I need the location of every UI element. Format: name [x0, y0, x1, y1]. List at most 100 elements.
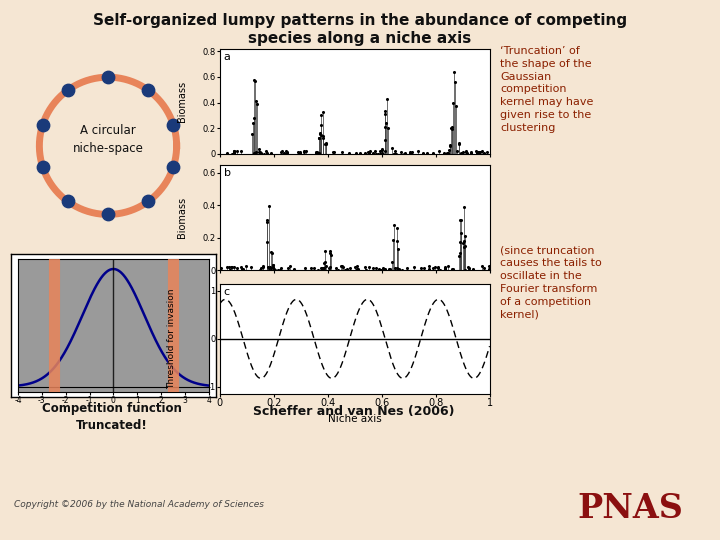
Point — [471, 149, 482, 158]
Text: A circular
niche-space: A circular niche-space — [73, 124, 143, 155]
Point — [438, 148, 450, 157]
Point — [457, 148, 469, 157]
Point — [359, 263, 371, 272]
Text: ‘Truncation’ of
the shape of the
Gaussian
competition
kernel may have
given rise: ‘Truncation’ of the shape of the Gaussia… — [500, 46, 594, 133]
Point — [421, 148, 433, 157]
Point — [317, 264, 328, 272]
Point — [315, 130, 326, 139]
Text: (since truncation
causes the tails to
oscillate in the
Fourier transform
of a co: (since truncation causes the tails to os… — [500, 246, 602, 320]
Point — [382, 124, 394, 133]
Point — [236, 264, 248, 273]
Point — [256, 149, 267, 158]
Point — [364, 148, 375, 157]
Point — [447, 265, 459, 274]
Point — [424, 262, 436, 271]
Point — [261, 148, 273, 157]
Point — [231, 264, 243, 273]
Point — [374, 147, 386, 156]
Point — [262, 263, 274, 272]
Point — [389, 149, 400, 158]
Point — [336, 262, 347, 271]
Point — [274, 265, 286, 274]
Point — [320, 139, 331, 148]
Point — [266, 248, 277, 257]
Point — [294, 148, 306, 157]
Point — [453, 252, 464, 260]
Point — [386, 144, 397, 152]
Point — [254, 265, 266, 274]
Text: c: c — [224, 287, 230, 297]
Point — [102, 210, 114, 219]
Point — [440, 264, 451, 272]
Point — [379, 265, 391, 273]
Point — [466, 148, 477, 157]
Point — [466, 148, 477, 157]
Point — [367, 149, 379, 158]
Point — [257, 262, 269, 271]
Point — [292, 147, 304, 156]
Point — [418, 264, 430, 273]
Point — [37, 120, 48, 129]
Point — [260, 147, 271, 156]
Point — [405, 148, 416, 157]
Point — [323, 264, 335, 273]
Point — [378, 265, 390, 274]
Point — [446, 265, 457, 274]
Point — [432, 263, 444, 272]
Point — [455, 229, 467, 238]
Point — [312, 265, 324, 274]
Point — [330, 264, 342, 273]
Point — [267, 260, 279, 269]
Point — [352, 265, 364, 273]
Point — [266, 149, 277, 158]
Text: Copyright ©2006 by the National Academy of Sciences: Copyright ©2006 by the National Academy … — [14, 501, 264, 509]
Point — [320, 140, 332, 149]
Point — [391, 237, 402, 245]
Point — [335, 262, 346, 271]
Point — [235, 262, 247, 271]
Point — [446, 124, 458, 133]
Point — [338, 262, 349, 271]
Point — [269, 265, 280, 273]
Point — [266, 248, 277, 256]
Point — [460, 148, 472, 157]
Point — [439, 265, 451, 274]
Point — [476, 262, 487, 271]
Point — [251, 147, 262, 156]
Point — [446, 124, 457, 132]
Point — [272, 265, 284, 274]
Point — [168, 120, 179, 129]
Point — [246, 130, 258, 138]
Point — [341, 264, 353, 273]
Point — [294, 149, 306, 158]
Point — [261, 215, 273, 224]
Point — [427, 263, 438, 272]
Point — [263, 202, 274, 211]
Point — [228, 148, 240, 157]
Point — [320, 262, 332, 271]
Point — [314, 134, 325, 143]
Point — [460, 147, 472, 156]
Point — [433, 147, 445, 156]
Point — [376, 145, 387, 154]
Point — [168, 163, 179, 171]
Point — [309, 264, 320, 273]
Point — [325, 251, 336, 260]
Text: PNAS: PNAS — [577, 492, 683, 525]
Point — [240, 262, 252, 271]
Point — [379, 109, 391, 118]
Point — [400, 148, 411, 157]
Point — [328, 147, 339, 156]
Point — [464, 264, 475, 272]
Point — [409, 262, 420, 271]
Point — [351, 265, 363, 273]
Point — [299, 264, 310, 272]
Point — [405, 148, 416, 157]
Point — [355, 149, 366, 158]
Point — [392, 244, 404, 253]
Point — [464, 265, 475, 274]
Point — [37, 163, 48, 171]
Point — [310, 148, 322, 157]
Point — [256, 264, 267, 272]
Point — [455, 148, 467, 157]
